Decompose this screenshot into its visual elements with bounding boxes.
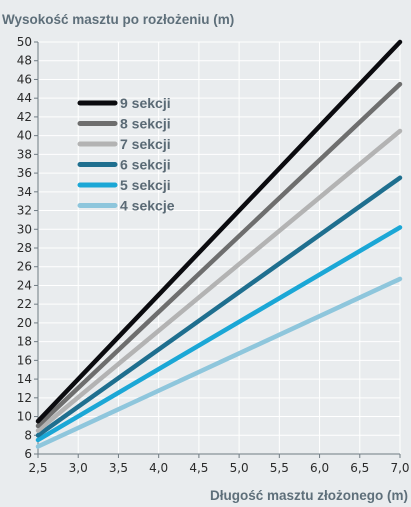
x-tick-label: 5,0: [230, 461, 249, 475]
series-line: [35, 225, 403, 443]
y-tick-label: 32: [17, 204, 32, 218]
y-tick-label: 28: [17, 241, 32, 255]
y-tick-label: 8: [24, 428, 32, 442]
y-tick-label: 24: [17, 278, 32, 292]
legend-item: 8 sekcji: [77, 116, 171, 132]
y-tick-label: 50: [17, 35, 32, 49]
series-line: [35, 175, 403, 438]
legend-item: 6 sekcji: [77, 157, 171, 173]
y-tick-label: 6: [24, 447, 32, 461]
y-tick-label: 20: [17, 316, 32, 330]
legend-label: 9 sekcji: [120, 95, 171, 111]
axes: [34, 41, 401, 458]
y-tick-label: 12: [17, 391, 32, 405]
y-tick-label: 44: [17, 91, 32, 105]
x-tick-label: 3,0: [69, 461, 88, 475]
legend-item: 4 sekcje: [77, 198, 175, 214]
y-tick-label: 42: [17, 110, 32, 124]
legend-item: 7 sekcji: [77, 136, 171, 152]
series-line: [35, 39, 403, 424]
x-tick-label: 5,5: [270, 461, 289, 475]
y-tick-label: 26: [17, 260, 32, 274]
y-tick-label: 22: [17, 297, 32, 311]
series-line: [35, 128, 403, 433]
legend: 9 sekcji 8 sekcji 7 sekcji 6 sekcji 5 sekcji…: [77, 95, 175, 214]
y-tick-label: 18: [17, 335, 32, 349]
y-tick-label: 34: [17, 185, 32, 199]
y-tick-label: 46: [17, 72, 32, 86]
series-line: [35, 276, 403, 449]
y-tick-label: 16: [17, 353, 32, 367]
x-tick-label: 4,0: [149, 461, 168, 475]
legend-label: 6 sekcji: [120, 157, 171, 173]
legend-label: 7 sekcji: [120, 136, 171, 152]
y-tick-label: 36: [17, 166, 32, 180]
x-tick-label: 7,0: [390, 461, 409, 475]
y-tick-label: 38: [17, 147, 32, 161]
legend-label: 5 sekcji: [120, 177, 171, 193]
legend-item: 5 sekcji: [77, 177, 171, 193]
y-tick-label: 48: [17, 54, 32, 68]
legend-label: 4 sekcje: [120, 198, 175, 214]
legend-item: 9 sekcji: [77, 95, 171, 111]
x-tick-label: 6,0: [310, 461, 329, 475]
y-tick-label: 40: [17, 129, 32, 143]
y-tick-labels: 6 8 10 12 14 16 18 20 22 24 26 28 30 32 34 36 38 40 42 44 46…: [17, 35, 32, 461]
x-tick-label: 4,5: [189, 461, 208, 475]
y-tick-label: 10: [17, 410, 32, 424]
y-tick-label: 14: [17, 372, 32, 386]
x-tick-label: 6,5: [350, 461, 369, 475]
x-tick-label: 3,5: [109, 461, 128, 475]
legend-label: 8 sekcji: [120, 116, 171, 132]
x-tick-labels: 2,5 3,0 3,5 4,0 4,5 5,0 5,5 6,0 6,5 7,0: [28, 461, 409, 475]
x-axis-label: Długość masztu złożonego (m): [210, 488, 408, 503]
series-line: [35, 81, 403, 429]
y-tick-label: 30: [17, 222, 32, 236]
chart-title: Wysokość masztu po rozłożeniu (m): [2, 12, 234, 27]
series-lines: [35, 39, 403, 449]
x-tick-label: 2,5: [28, 461, 47, 475]
